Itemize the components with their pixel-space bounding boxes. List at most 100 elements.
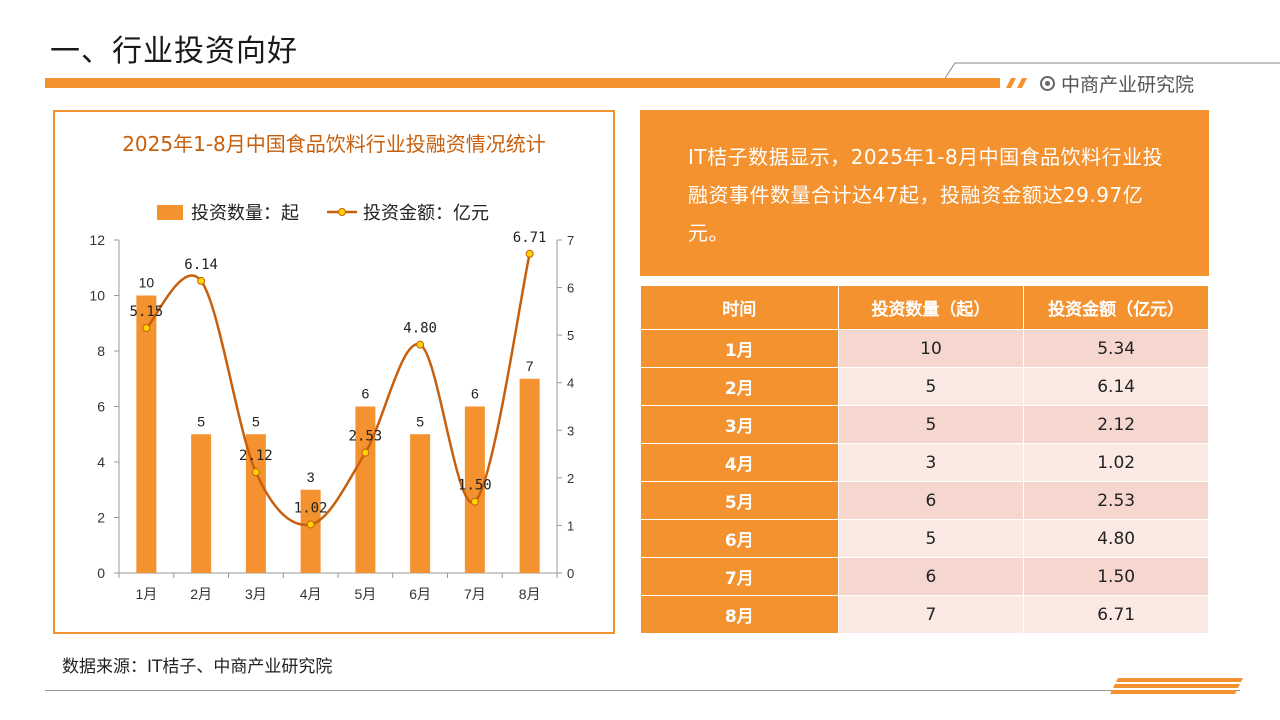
line-label: 6.71 <box>513 230 547 246</box>
line-point-4 <box>306 520 315 529</box>
bar-1 <box>136 295 157 573</box>
cell-count: 5 <box>837 405 1025 444</box>
y-tick-label-left: 8 <box>97 343 105 359</box>
line-point-3 <box>251 468 260 477</box>
table-row: 2月 5 6.14 <box>640 367 1209 406</box>
header-month: 时间 <box>640 285 839 330</box>
bar-2 <box>191 434 212 573</box>
table-row: 7月 6 1.50 <box>640 557 1209 596</box>
data-table: 时间 投资数量（起） 投资金额（亿元） 1月 10 5.34 2月 5 6.14… <box>640 285 1209 634</box>
title-underline-bar <box>45 78 1000 88</box>
cell-amount: 2.12 <box>1023 405 1209 444</box>
bar-label: 10 <box>139 275 155 291</box>
line-label: 6.14 <box>184 257 218 273</box>
y-tick-label-left: 6 <box>97 399 105 415</box>
line-label: 4.80 <box>403 321 437 337</box>
table-row: 8月 7 6.71 <box>640 595 1209 634</box>
cell-count: 5 <box>837 519 1025 558</box>
cell-count: 6 <box>837 557 1025 596</box>
cell-count: 3 <box>837 443 1025 482</box>
line-label: 2.12 <box>239 448 273 464</box>
x-tick-label: 2月 <box>190 586 212 602</box>
line-label: 5.15 <box>130 304 164 320</box>
table-row: 6月 5 4.80 <box>640 519 1209 558</box>
bar-5 <box>355 406 376 573</box>
y-tick-label-right: 1 <box>567 518 574 533</box>
y-tick-label-right: 2 <box>567 471 574 486</box>
y-tick-label-right: 6 <box>567 281 574 296</box>
header-amount: 投资金额（亿元） <box>1023 285 1209 330</box>
legend-label-bar: 投资数量：起 <box>191 203 299 223</box>
bar-6 <box>410 434 431 573</box>
cell-count: 6 <box>837 481 1025 520</box>
legend-label-line: 投资金额：亿元 <box>363 203 489 223</box>
y-tick-label-right: 7 <box>567 233 574 248</box>
title-stripes-decoration <box>1006 78 1027 88</box>
x-tick-label: 4月 <box>300 586 322 602</box>
table-row: 4月 3 1.02 <box>640 443 1209 482</box>
chart-title: 2025年1-8月中国食品饮料行业投融资情况统计 <box>122 132 546 156</box>
cell-amount: 4.80 <box>1023 519 1209 558</box>
line-label: 1.02 <box>294 500 328 516</box>
line-label: 1.50 <box>458 478 492 494</box>
chart-panel: 2025年1-8月中国食品饮料行业投融资情况统计 投资数量：起 投资金额：亿元 0 2… <box>53 110 615 634</box>
brand: 中商产业研究院 <box>1040 70 1194 97</box>
cell-month: 2月 <box>640 367 839 406</box>
y-tick-label-right: 0 <box>567 566 574 581</box>
x-tick-label: 3月 <box>245 586 267 602</box>
page-title: 一、行业投资向好 <box>50 34 298 69</box>
y-tick-label-left: 2 <box>97 510 105 526</box>
brand-name: 中商产业研究院 <box>1061 74 1195 96</box>
cell-month: 6月 <box>640 519 839 558</box>
data-source: 数据来源：IT桔子、中商产业研究院 <box>62 657 333 677</box>
x-tick-label: 7月 <box>464 586 486 602</box>
y-tick-label-right: 3 <box>567 423 574 438</box>
line-point-2 <box>197 276 206 285</box>
bottom-divider <box>45 690 1240 691</box>
cell-amount: 6.14 <box>1023 367 1209 406</box>
legend-swatch-bar <box>157 205 183 220</box>
table-row: 3月 5 2.12 <box>640 405 1209 444</box>
bar-label: 5 <box>416 413 424 429</box>
bar-label: 6 <box>471 386 479 402</box>
y-tick-label-right: 4 <box>567 376 574 391</box>
bar-3 <box>245 434 266 573</box>
cell-amount: 1.50 <box>1023 557 1209 596</box>
legend-marker-line <box>338 208 346 216</box>
table-row: 5月 6 2.53 <box>640 481 1209 520</box>
cell-month: 8月 <box>640 595 839 634</box>
cell-count: 5 <box>837 367 1025 406</box>
cell-amount: 6.71 <box>1023 595 1209 634</box>
cell-amount: 5.34 <box>1023 329 1209 368</box>
line-point-6 <box>416 340 425 349</box>
cell-month: 1月 <box>640 329 839 368</box>
line-point-5 <box>361 448 370 457</box>
y-tick-label-left: 12 <box>89 232 105 248</box>
bar-label: 5 <box>197 413 205 429</box>
bar-label: 3 <box>307 469 315 485</box>
cell-amount: 2.53 <box>1023 481 1209 520</box>
y-tick-label-left: 0 <box>97 565 105 581</box>
bar-4 <box>300 489 321 573</box>
y-tick-label-left: 10 <box>89 288 105 304</box>
brand-logo-icon <box>1040 76 1055 91</box>
y-tick-label-right: 5 <box>567 328 574 343</box>
cell-amount: 1.02 <box>1023 443 1209 482</box>
bottom-stripes-decoration <box>1110 678 1243 694</box>
bar-label: 7 <box>526 358 534 374</box>
header-count: 投资数量（起） <box>837 285 1025 330</box>
x-tick-label: 1月 <box>135 586 157 602</box>
table-header-row: 时间 投资数量（起） 投资金额（亿元） <box>640 285 1209 330</box>
cell-count: 7 <box>837 595 1025 634</box>
cell-month: 7月 <box>640 557 839 596</box>
summary-box: IT桔子数据显示，2025年1-8月中国食品饮料行业投融资事件数量合计达47起，… <box>640 110 1209 276</box>
corner-line-decoration <box>945 62 1280 79</box>
bar-7 <box>464 406 485 573</box>
cell-month: 3月 <box>640 405 839 444</box>
line-label: 2.53 <box>349 429 383 445</box>
y-tick-label-left: 4 <box>97 454 105 470</box>
bar-8 <box>519 378 540 573</box>
bar-label: 5 <box>252 413 260 429</box>
cell-month: 4月 <box>640 443 839 482</box>
